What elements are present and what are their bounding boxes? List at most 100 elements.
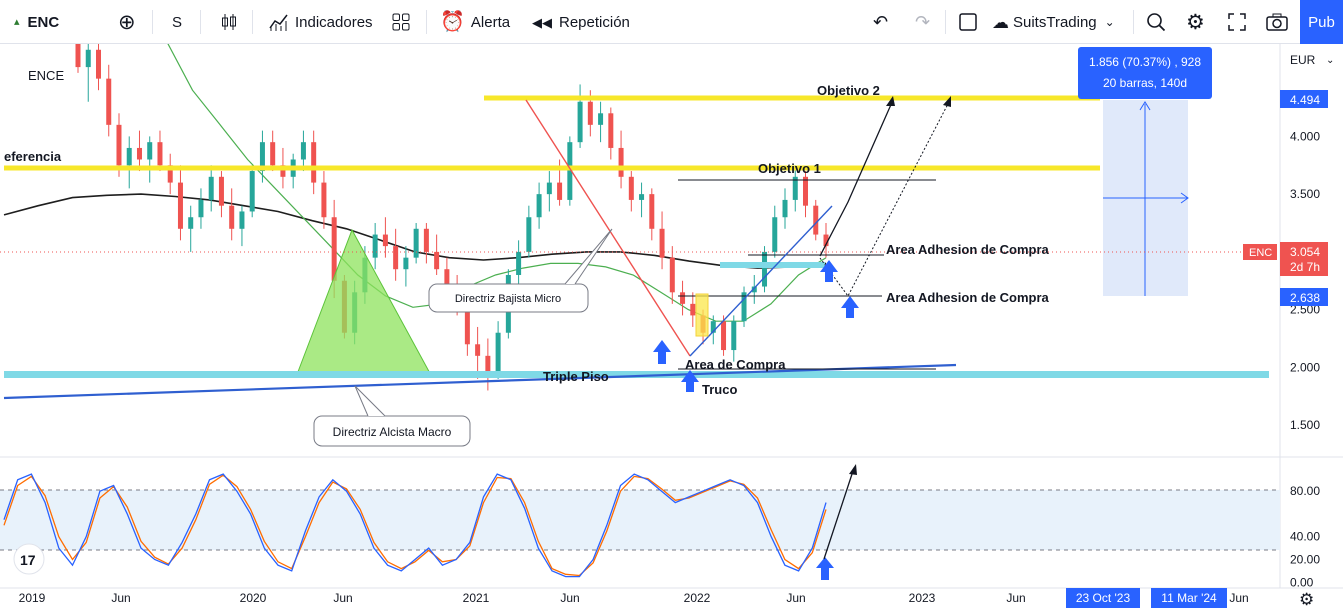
time-tick-label: 2020 — [240, 591, 267, 605]
annotation-adhesion-1[interactable]: Area Adhesion de Compra — [886, 242, 1050, 257]
projection-arrowhead — [886, 96, 895, 106]
callout-alcista-macro[interactable]: Directriz Alcista Macro — [313, 385, 471, 447]
macro-uptrend-line[interactable] — [3, 363, 957, 400]
alert-button[interactable]: ⏰ Alerta — [440, 0, 510, 44]
price-axis[interactable]: EUR ⌄ 1.5002.0002.5003.0003.5004.00080.0… — [1290, 53, 1334, 589]
annotation-referencia[interactable]: eferencia — [4, 149, 62, 164]
projection-arrowhead-dotted — [943, 96, 951, 107]
candle — [690, 292, 696, 327]
candle — [106, 64, 112, 137]
layout-name-button[interactable]: ☁ SuitsTrading ⌄ — [992, 0, 1115, 44]
micro-downtrend-line[interactable] — [525, 99, 691, 357]
annotation-adhesion-2[interactable]: Area Adhesion de Compra — [886, 290, 1050, 305]
snapshot-button[interactable] — [1266, 0, 1288, 44]
highlight-box[interactable] — [695, 293, 709, 337]
alarm-clock-icon: ⏰ — [440, 11, 465, 33]
candle — [649, 188, 655, 241]
time-tick-label: 2019 — [19, 591, 46, 605]
search-button[interactable] — [1146, 0, 1166, 44]
stoch-projection-line[interactable] — [823, 467, 855, 560]
candle — [157, 130, 163, 172]
candle — [218, 171, 224, 218]
candle — [321, 171, 327, 229]
candle — [639, 182, 645, 218]
undo-icon: ↶ — [873, 12, 889, 32]
candle — [731, 315, 737, 362]
candle — [198, 188, 204, 229]
gear-icon[interactable]: ⚙ — [1299, 590, 1314, 608]
stoch-tick-label: 0.00 — [1290, 575, 1314, 589]
chart-area[interactable]: 1.856 (70.37%) , 928 20 barras, 140d ENC… — [0, 44, 1343, 608]
candle — [598, 101, 604, 143]
price-tick-label: 2.000 — [1290, 360, 1320, 374]
candle — [167, 153, 173, 195]
replay-button[interactable]: ◀◀ Repetición — [532, 0, 630, 44]
up-arrow-icon — [816, 557, 834, 580]
separator — [252, 10, 253, 34]
measure-arrow-right — [1180, 192, 1189, 204]
candle — [434, 234, 440, 275]
annotation-truco[interactable]: Truco — [702, 382, 737, 397]
ma-green-line — [167, 44, 827, 322]
annotation-objetivo-2[interactable]: Objetivo 2 — [817, 83, 880, 98]
redo-button[interactable]: ↷ — [915, 0, 930, 44]
candle — [239, 205, 245, 247]
gear-icon: ⚙ — [1186, 10, 1205, 34]
projection-path-solid[interactable] — [819, 99, 894, 257]
fullscreen-button[interactable] — [1228, 0, 1246, 44]
candle — [188, 205, 194, 252]
top-toolbar: ▴ ENC ⊕ S Indicadores ⏰ Alerta ◀◀ R — [0, 0, 1343, 44]
chevron-down-icon[interactable]: ⌄ — [1326, 55, 1334, 66]
triple-floor-band[interactable] — [4, 371, 1269, 378]
separator — [152, 10, 153, 34]
candle — [136, 130, 142, 172]
short-uptrend-line[interactable] — [689, 205, 833, 357]
interval-button[interactable]: S — [172, 0, 182, 44]
candle — [762, 246, 768, 293]
compare-button[interactable]: ⊕ — [118, 0, 136, 44]
indicators-button[interactable]: Indicadores — [268, 0, 373, 44]
stoch-tick-label: 20.00 — [1290, 553, 1320, 567]
up-arrow-icon — [841, 296, 859, 318]
search-icon — [1147, 13, 1166, 32]
annotation-objetivo-1[interactable]: Objetivo 1 — [758, 161, 821, 176]
callout-bajista-micro[interactable]: Directriz Bajista Micro — [428, 228, 613, 313]
candle — [751, 274, 757, 304]
undo-button[interactable]: ↶ — [873, 0, 888, 44]
candle — [680, 280, 686, 316]
annotation-area-compra[interactable]: Area de Compra — [685, 357, 786, 372]
tradingview-logo-icon[interactable]: 17 — [13, 543, 45, 575]
layout-select-button[interactable] — [958, 0, 978, 44]
price-tick-label: 3.500 — [1290, 187, 1320, 201]
candle — [628, 171, 634, 212]
cloud-icon: ☁ — [992, 12, 1009, 32]
date-badge-end-text: 11 Mar '24 — [1161, 591, 1217, 605]
time-tick-label: 2022 — [684, 591, 711, 605]
candle — [177, 165, 183, 241]
separator — [1133, 10, 1134, 34]
adhesion-zone[interactable] — [720, 262, 825, 268]
settings-button[interactable]: ⚙ — [1186, 0, 1205, 44]
publish-button[interactable]: Pub — [1300, 0, 1343, 44]
measure-arrow-up — [1139, 101, 1151, 111]
templates-button[interactable] — [392, 0, 410, 44]
currency-label[interactable]: EUR — [1290, 53, 1316, 67]
measure-price-badge — [1280, 288, 1328, 306]
separator — [945, 10, 946, 34]
candle — [423, 223, 429, 264]
symbol-button[interactable]: ▴ ENC — [14, 0, 59, 44]
stoch-arrowhead — [849, 464, 857, 475]
stoch-d-line — [3, 474, 827, 577]
replay-label: Repetición — [559, 13, 630, 31]
time-axis[interactable]: 2019 Jun 2020 Jun 2021 Jun 2022 Jun 2023 Jun Jun — [19, 591, 1249, 605]
last-price-text: 3.054 — [1290, 245, 1320, 259]
svg-text:17: 17 — [20, 552, 36, 568]
candle — [526, 205, 532, 258]
annotation-triple-piso[interactable]: Triple Piso — [543, 369, 609, 384]
last-price-badge — [1280, 242, 1328, 276]
objective-price-badge — [1280, 90, 1328, 108]
price-tick-label: 1.500 — [1290, 418, 1320, 432]
candle — [85, 44, 91, 102]
chart-type-button[interactable] — [220, 0, 238, 44]
alert-label: Alerta — [470, 13, 511, 31]
